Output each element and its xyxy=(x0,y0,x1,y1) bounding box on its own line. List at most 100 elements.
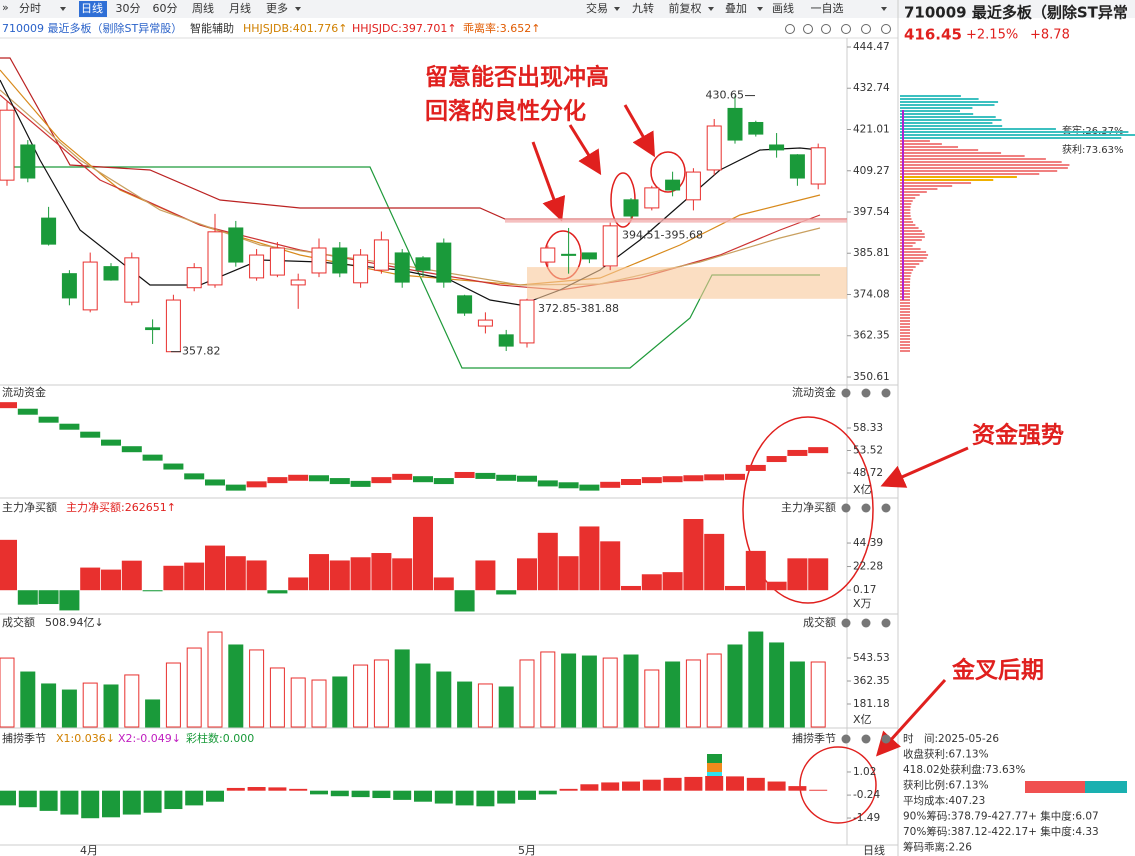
assist[interactable]: 智能辅助 xyxy=(190,21,234,35)
indicator-label: HHJSJDC:397.701↑ xyxy=(352,22,457,35)
panel-icon[interactable] xyxy=(881,503,891,513)
panel-icon[interactable] xyxy=(881,388,891,398)
value-bar xyxy=(684,776,703,791)
panel-icon[interactable] xyxy=(841,618,851,628)
value-bar xyxy=(454,590,475,612)
toolbar-button[interactable]: 一自选 xyxy=(811,2,844,15)
panel-icon[interactable] xyxy=(861,734,871,744)
toolbar-button[interactable]: 叠加 xyxy=(725,2,747,15)
value-bar xyxy=(788,786,807,791)
value-bar xyxy=(39,790,58,811)
toolbar-tab[interactable]: 60分 xyxy=(153,2,178,15)
value-bar xyxy=(289,788,308,791)
value-bar xyxy=(350,557,371,591)
flow-bar xyxy=(496,474,517,481)
chip-bar xyxy=(900,194,920,196)
y-tick-label: 362.35 xyxy=(853,330,890,342)
panel-icon[interactable] xyxy=(861,503,871,513)
flow-bar xyxy=(725,473,745,480)
value-bar xyxy=(808,558,829,591)
menu-icon[interactable]: » xyxy=(2,1,9,14)
flow-bar xyxy=(475,472,496,479)
toolbar-tab[interactable]: 日线 xyxy=(81,1,103,15)
candle-body xyxy=(41,217,57,245)
value-bar xyxy=(413,516,433,591)
volume-bar xyxy=(665,661,681,728)
chip-bar xyxy=(900,347,910,349)
toolbar-tab[interactable]: 分时 xyxy=(19,2,41,15)
annotation: 资金强势 xyxy=(972,422,1064,449)
candle-body xyxy=(748,121,764,135)
y-tick-label: 48.72 xyxy=(853,467,883,479)
period-label[interactable]: 日线 xyxy=(863,843,885,856)
value-bar xyxy=(767,781,786,791)
panel-icon[interactable] xyxy=(881,618,891,628)
tool-icon xyxy=(803,24,813,34)
value-bar xyxy=(600,541,621,591)
volume-bar xyxy=(61,689,77,728)
value-bar xyxy=(329,560,350,591)
flow-bar xyxy=(537,480,558,487)
y-tick-label: 385.81 xyxy=(853,247,890,259)
panel-icon[interactable] xyxy=(841,734,851,744)
value-bar xyxy=(80,567,101,591)
unit: X亿 xyxy=(853,483,872,496)
panel-title: 主力净买额 xyxy=(2,500,57,514)
volume-bar xyxy=(498,686,514,728)
chip-bar xyxy=(900,167,1068,169)
value-bar xyxy=(121,560,142,591)
toolbar-tab[interactable]: 更多 xyxy=(266,1,288,15)
panel-value: 主力净买额:262651↑ xyxy=(66,500,176,514)
volume-bar xyxy=(20,671,36,728)
tool-icon xyxy=(841,24,851,34)
value-bar xyxy=(662,572,683,591)
value-bar xyxy=(579,526,600,591)
value-bar xyxy=(206,790,224,802)
chip-bar xyxy=(900,161,1062,163)
cost-line xyxy=(902,110,904,300)
value-bar xyxy=(143,790,162,813)
candle-body xyxy=(769,144,785,151)
chip-bar xyxy=(900,317,910,319)
chip-bar xyxy=(900,218,912,220)
chip-bar xyxy=(900,266,916,268)
y-tick-label: 22.28 xyxy=(853,561,883,573)
toolbar-button[interactable]: 前复权 xyxy=(669,1,702,15)
volume-bar xyxy=(394,649,410,728)
side-change: +8.78 xyxy=(1030,28,1070,43)
panel-separators xyxy=(0,384,898,846)
panel-icon[interactable] xyxy=(841,503,851,513)
value-bar xyxy=(267,590,288,594)
toolbar-tab[interactable]: 周线 xyxy=(192,1,214,15)
chip-label: 套牢:26.37% xyxy=(1062,124,1124,137)
toolbar-tab[interactable]: 30分 xyxy=(116,2,141,15)
toolbar-button[interactable]: 画线 xyxy=(772,1,794,15)
panel-icon[interactable] xyxy=(881,734,891,744)
panel-icon[interactable] xyxy=(841,388,851,398)
candle-body xyxy=(249,254,265,279)
value-bar xyxy=(496,590,517,595)
candle-body xyxy=(685,171,701,201)
high-label: 430.65 xyxy=(706,89,745,102)
candle-body xyxy=(457,295,473,314)
panel-icon[interactable] xyxy=(861,618,871,628)
candle-body xyxy=(290,279,306,286)
toolbar-button[interactable]: 交易 xyxy=(586,1,608,15)
panel-title: 流动资金 xyxy=(2,385,46,399)
y-tick-label: 0.17 xyxy=(853,584,876,596)
date-label: 5月 xyxy=(518,844,536,856)
candle-body xyxy=(644,187,660,209)
panel-title: 捕捞季节 xyxy=(792,731,836,745)
volume-bar xyxy=(290,677,306,728)
toolbar-button[interactable]: 九转 xyxy=(632,1,654,15)
toolbar-tab[interactable]: 月线 xyxy=(229,1,251,15)
chip-bar xyxy=(900,314,910,316)
value-bar xyxy=(683,519,704,591)
candle-body xyxy=(61,273,77,299)
annotation: 回落的良性分化 xyxy=(425,98,586,125)
chip-bar xyxy=(900,278,911,280)
flow-bar xyxy=(683,475,704,482)
panel-icon[interactable] xyxy=(861,388,871,398)
chip-bar xyxy=(900,236,925,238)
chip-bar xyxy=(900,221,913,223)
